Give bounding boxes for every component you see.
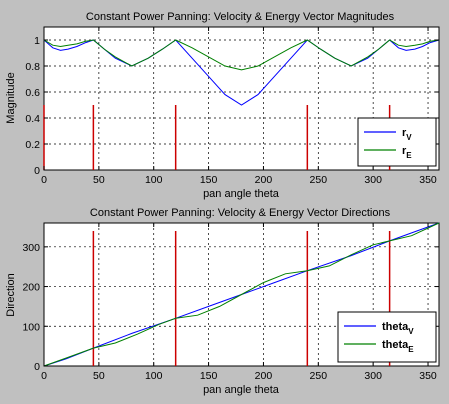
x-tick-label: 300: [364, 370, 382, 382]
magnitude-xlabel: pan angle theta: [203, 188, 280, 200]
magnitude-plot: Constant Power Panning: Velocity & Energ…: [5, 11, 440, 200]
legend-label: rV: [402, 127, 412, 142]
direction-grid: [44, 223, 439, 366]
direction-plot: Constant Power Panning: Velocity & Energ…: [5, 207, 440, 396]
direction-ylabel: Direction: [5, 273, 17, 316]
series-line-theta_E: [43, 222, 440, 367]
y-tick-label: 200: [22, 282, 40, 294]
direction-xlabel: pan angle theta: [203, 384, 280, 396]
magnitude-legend: rV rE: [357, 117, 437, 167]
series-line-r_E: [43, 39, 440, 71]
magnitude-plot-title: Constant Power Panning: Velocity & Energ…: [86, 11, 395, 23]
y-tick-label: 0.8: [25, 61, 40, 73]
legend-label: thetaV: [382, 321, 414, 336]
x-tick-label: 300: [364, 174, 382, 186]
x-tick-label: 50: [93, 370, 105, 382]
x-tick-label: 200: [255, 174, 273, 186]
y-tick-label: 0: [34, 361, 40, 373]
y-tick-label: 0: [34, 165, 40, 177]
y-tick-label: 1: [34, 35, 40, 47]
legend-box: [337, 311, 437, 363]
magnitude-ticks: 0 50 100 150 200 250 300 350 0 0.2 0.4 0.6 0.8 1: [25, 27, 439, 186]
legend-box: [357, 117, 437, 167]
x-tick-label: 250: [310, 174, 328, 186]
x-tick-label: 200: [255, 370, 273, 382]
x-tick-label: 350: [419, 370, 437, 382]
x-tick-label: 250: [310, 370, 328, 382]
magnitude-series: [43, 39, 440, 106]
y-tick-label: 0.4: [25, 113, 40, 125]
legend-label: rE: [402, 145, 412, 160]
legend-label: thetaE: [382, 339, 414, 354]
x-tick-label: 100: [145, 370, 163, 382]
direction-plot-title: Constant Power Panning: Velocity & Energ…: [90, 207, 391, 219]
y-tick-label: 100: [22, 321, 40, 333]
y-tick-label: 0.6: [25, 87, 40, 99]
x-tick-label: 350: [419, 174, 437, 186]
magnitude-grid: [44, 27, 439, 170]
y-tick-label: 0.2: [25, 139, 40, 151]
y-tick-label: 300: [22, 242, 40, 254]
direction-ticks: 0 50 100 150 200 250 300 350 0 100 200 300: [22, 223, 439, 382]
x-tick-label: 0: [41, 370, 47, 382]
x-tick-label: 150: [200, 174, 218, 186]
x-tick-label: 150: [200, 370, 218, 382]
x-tick-label: 0: [41, 174, 47, 186]
direction-series: [43, 222, 440, 367]
series-line-r_V: [43, 39, 440, 106]
magnitude-ylabel: Magnitude: [5, 72, 17, 123]
x-tick-label: 100: [145, 174, 163, 186]
x-tick-label: 50: [93, 174, 105, 186]
direction-legend: thetaV thetaE: [337, 311, 437, 363]
